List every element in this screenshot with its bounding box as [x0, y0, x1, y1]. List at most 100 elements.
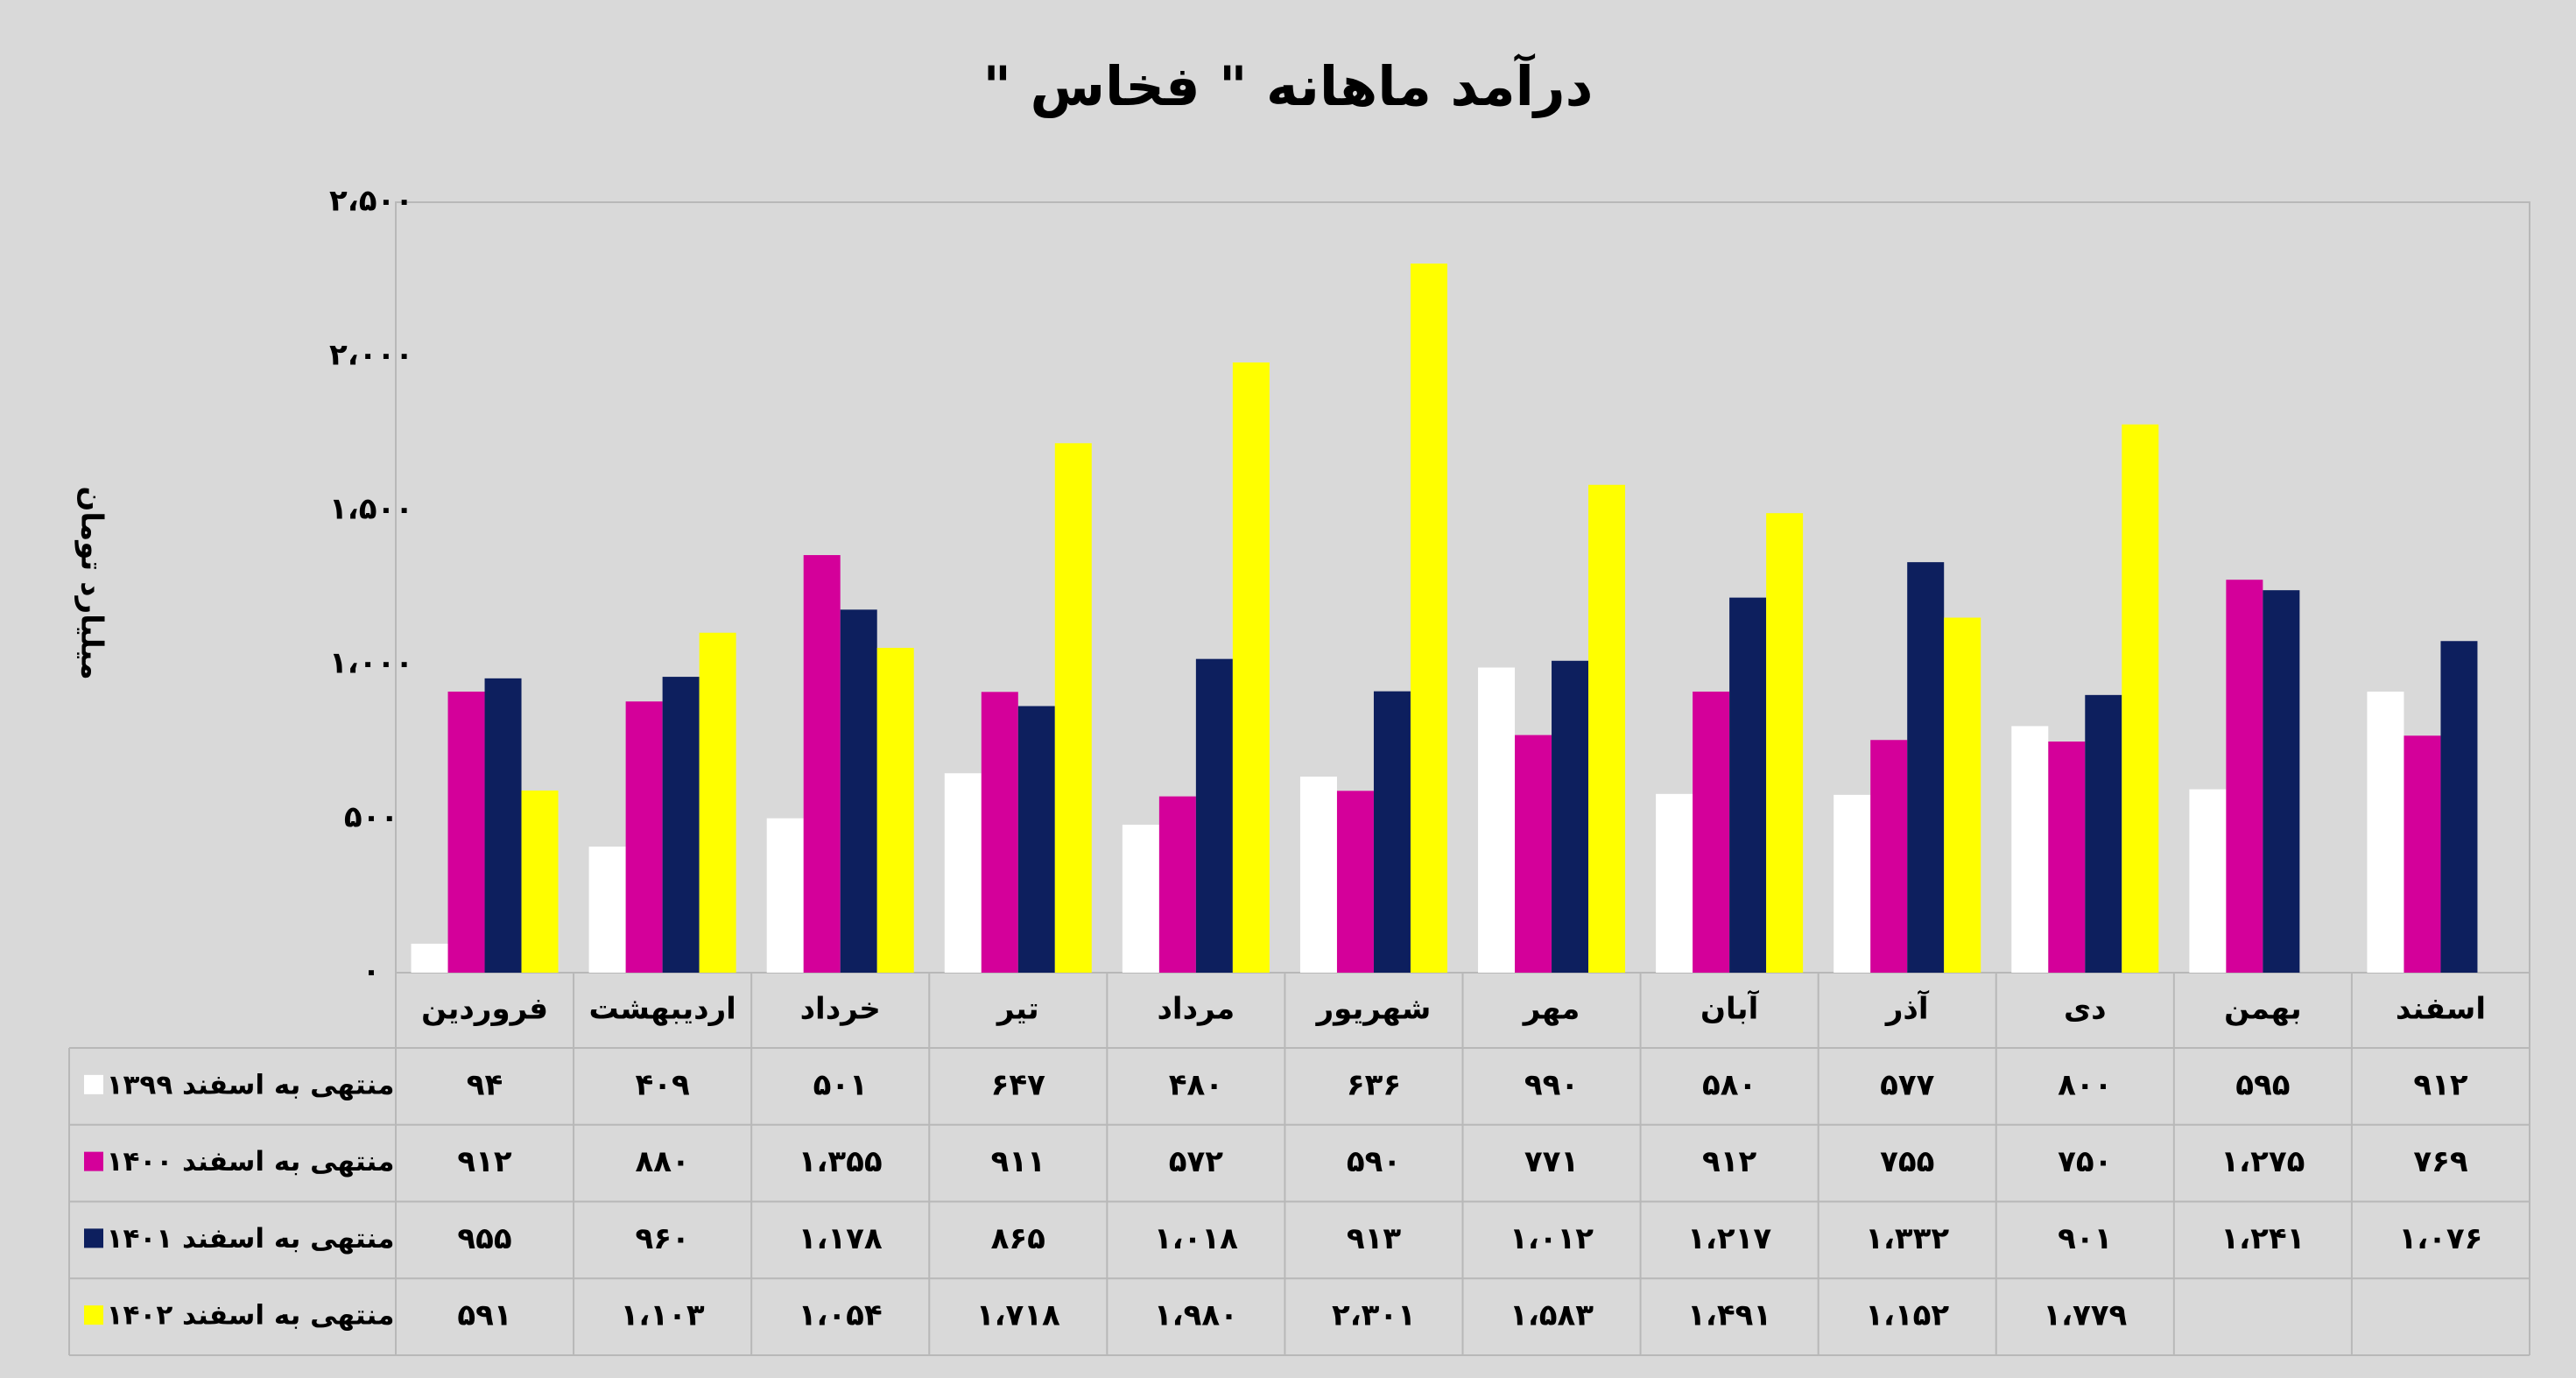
- bar: [840, 609, 877, 973]
- bar: [2263, 590, 2300, 973]
- table-value: ۸۸۰: [635, 1144, 689, 1179]
- x-tick-label: خرداد: [800, 992, 881, 1027]
- table-value: ۹۱۲: [1702, 1144, 1757, 1179]
- y-tick-label: ۰: [362, 954, 381, 989]
- bar: [2048, 742, 2086, 973]
- x-tick-label: اردیبهشت: [588, 992, 735, 1027]
- table-value: ۸۰۰: [2058, 1067, 2112, 1102]
- table-value: ۱،۷۱۸: [976, 1298, 1060, 1333]
- bar: [1336, 791, 1374, 973]
- bar: [588, 847, 626, 973]
- table-value: ۱،۰۵۴: [799, 1298, 883, 1333]
- x-tick-label: اسفند: [2396, 992, 2486, 1027]
- bar: [411, 943, 448, 973]
- bar: [876, 647, 914, 973]
- bar: [1195, 658, 1233, 973]
- table-value: ۱،۷۷۹: [2043, 1298, 2127, 1333]
- bar: [662, 677, 700, 973]
- bar: [1515, 735, 1552, 973]
- x-tick-label: فروردین: [421, 992, 548, 1027]
- bar: [803, 555, 841, 973]
- table-value: ۹۱۳: [1347, 1221, 1402, 1256]
- bar: [1552, 660, 1589, 973]
- bar: [1693, 691, 1730, 973]
- bar: [1588, 484, 1626, 973]
- y-tick-label: ۲،۵۰۰: [329, 184, 413, 219]
- bar: [2404, 735, 2441, 973]
- table-value: ۸۶۵: [991, 1221, 1045, 1256]
- bar: [1017, 706, 1055, 973]
- table-value: ۶۳۶: [1347, 1067, 1401, 1102]
- legend-swatch: [84, 1305, 103, 1325]
- table-value: ۱،۰۱۸: [1154, 1221, 1238, 1256]
- table-value: ۵۹۵: [2235, 1067, 2290, 1102]
- table-value: ۱،۰۱۲: [1510, 1221, 1594, 1256]
- bar: [2226, 580, 2263, 973]
- bar: [1122, 825, 1159, 973]
- table-value: ۹۱۱: [991, 1144, 1045, 1179]
- x-tick-label: تیر: [996, 992, 1039, 1027]
- table-value: ۹۱۲: [457, 1144, 512, 1179]
- table-value: ۹۰۱: [2058, 1221, 2112, 1256]
- bar: [2367, 691, 2404, 973]
- bar: [1158, 796, 1196, 973]
- bar: [1870, 740, 1908, 973]
- bar: [2189, 789, 2227, 973]
- table-value: ۱،۱۵۲: [1865, 1298, 1949, 1333]
- bar: [699, 632, 736, 973]
- bar: [1054, 443, 1092, 973]
- table-value: ۷۷۱: [1524, 1144, 1579, 1179]
- bar: [1907, 562, 1945, 973]
- y-tick-label: ۲،۰۰۰: [329, 338, 413, 373]
- bar: [484, 678, 522, 973]
- legend-swatch: [84, 1074, 103, 1094]
- legend-label: منتهی به اسفند ۱۳۹۹: [107, 1069, 395, 1100]
- legend-swatch: [84, 1151, 103, 1171]
- table-value: ۱،۵۸۳: [1510, 1298, 1594, 1333]
- bar: [1299, 777, 1337, 973]
- y-axis-label: میلیارد تومان: [74, 486, 109, 679]
- chart-title: درآمد ماهانه " فخاس ": [983, 53, 1594, 118]
- bar: [2085, 694, 2122, 973]
- bar: [981, 692, 1018, 973]
- table-value: ۱،۲۴۱: [2221, 1221, 2305, 1256]
- table-value: ۵۸۰: [1702, 1067, 1756, 1102]
- bar: [1944, 617, 1981, 973]
- bar: [1410, 264, 1447, 974]
- bar: [2011, 726, 2049, 973]
- x-tick-label: مرداد: [1157, 992, 1235, 1027]
- table-value: ۴۸۰: [1169, 1067, 1223, 1102]
- y-tick-label: ۵۰۰: [344, 800, 398, 835]
- table-value: ۹۶۰: [635, 1221, 689, 1256]
- bar: [944, 773, 982, 973]
- table-value: ۹۱۲: [2413, 1067, 2468, 1102]
- table-value: ۶۴۷: [991, 1067, 1046, 1102]
- bar: [521, 790, 559, 973]
- bar: [2122, 424, 2159, 973]
- table-value: ۱،۱۰۳: [621, 1298, 705, 1333]
- table-value: ۹۴: [467, 1067, 503, 1102]
- bar: [625, 701, 663, 973]
- table-value: ۱،۱۷۸: [799, 1221, 883, 1256]
- x-tick-label: بهمن: [2224, 992, 2302, 1027]
- y-tick-label: ۱،۰۰۰: [329, 646, 413, 681]
- table-value: ۷۶۹: [2413, 1144, 2468, 1179]
- table-value: ۵۷۲: [1169, 1144, 1224, 1179]
- table-value: ۱،۹۸۰: [1154, 1298, 1238, 1333]
- table-value: ۱،۲۷۵: [2221, 1144, 2305, 1179]
- table-value: ۱،۳۵۵: [799, 1144, 883, 1179]
- legend-label: منتهی به اسفند ۱۴۰۰: [107, 1146, 395, 1178]
- legend-label: منتهی به اسفند ۱۴۰۲: [107, 1300, 395, 1332]
- table-value: ۱،۰۷۶: [2398, 1221, 2482, 1256]
- legend-swatch: [84, 1228, 103, 1248]
- table-value: ۹۵۵: [457, 1221, 511, 1256]
- table-value: ۲،۳۰۱: [1332, 1298, 1416, 1333]
- table-value: ۷۵۵: [1880, 1144, 1934, 1179]
- x-tick-label: شهریور: [1315, 992, 1432, 1027]
- y-tick-label: ۱،۵۰۰: [329, 492, 413, 527]
- x-tick-label: مهر: [1522, 992, 1580, 1027]
- bar: [1232, 362, 1270, 973]
- table-value: ۴۰۹: [635, 1067, 690, 1102]
- bar: [1656, 793, 1693, 973]
